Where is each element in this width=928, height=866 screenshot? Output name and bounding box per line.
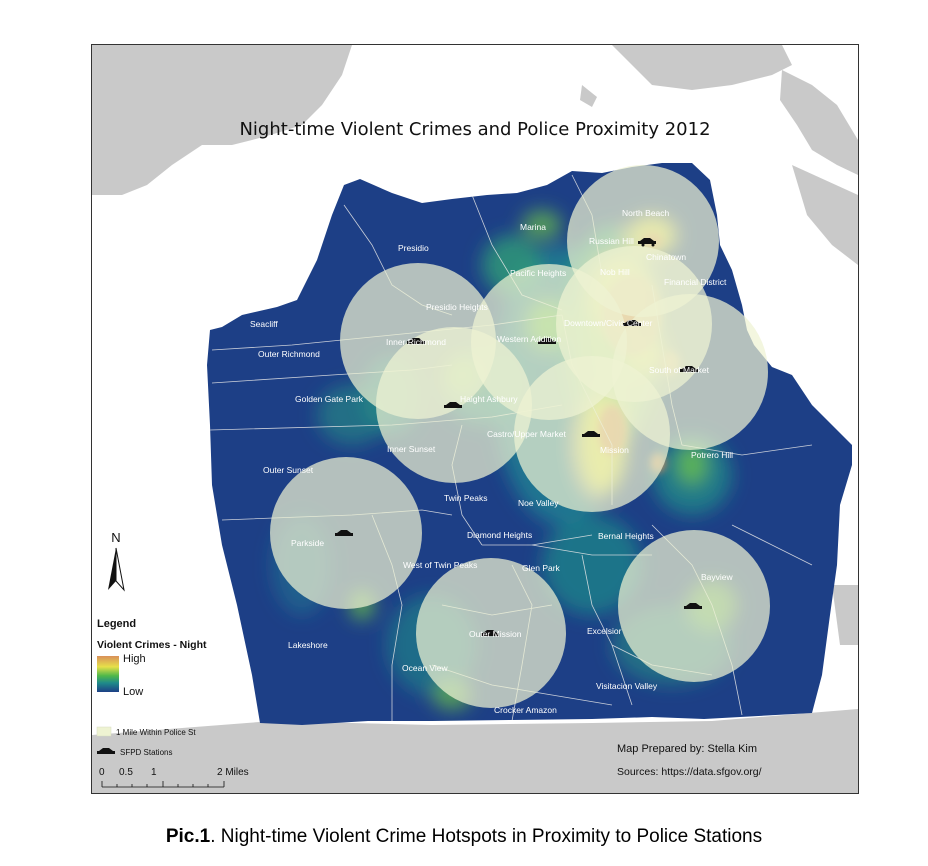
neighborhood-label: West of Twin Peaks [403, 560, 477, 570]
legend: Legend Violent Crimes - Night High Low 1… [96, 618, 249, 788]
neighborhood-label: Presidio [398, 243, 429, 253]
scale-label-0: 0 [99, 767, 105, 778]
map-sources: Sources: https://data.sfgov.org/ [617, 766, 762, 778]
neighborhood-label: Downtown/Civic Center [564, 318, 653, 328]
north-arrow-icon-outline [115, 547, 125, 592]
neighborhood-label: Bayview [701, 572, 734, 582]
scale-label-2: 2 Miles [217, 767, 249, 778]
neighborhood-label: Outer Mission [469, 629, 522, 639]
neighborhood-label: Golden Gate Park [295, 394, 364, 404]
police-car-icon [481, 630, 499, 636]
legend-color-ramp [97, 656, 119, 692]
neighborhood-label: Outer Sunset [263, 465, 314, 475]
scale-label-1: 1 [151, 767, 157, 778]
neighborhood-label: Excelsior [587, 626, 622, 636]
police-car-icon [335, 530, 353, 536]
neighborhood-label: Pacific Heights [510, 268, 566, 278]
scale-bar [101, 781, 225, 788]
neighborhood-label: Castro/Upper Market [487, 429, 567, 439]
background-land [92, 45, 858, 793]
neighborhood-label: Bernal Heights [598, 531, 654, 541]
legend-buffer-label: 1 Mile Within Police St [116, 728, 196, 737]
scale-label-05: 0.5 [119, 767, 133, 778]
police-car-icon [444, 402, 462, 408]
legend-title: Legend [97, 618, 136, 630]
police-car-icon [684, 603, 702, 609]
police-car-icon [407, 338, 425, 344]
neighborhood-label: Chinatown [646, 252, 686, 262]
north-arrow-icon [108, 548, 116, 590]
neighborhood-label: Seacliff [250, 319, 278, 329]
police-car-icon [97, 748, 115, 754]
north-arrow: N [108, 530, 125, 592]
neighborhood-label: Potrero Hill [691, 450, 733, 460]
map-frame: Night-time Violent Crimes and Police Pro… [91, 44, 859, 794]
map-credit: Map Prepared by: Stella Kim [617, 743, 757, 755]
legend-high-label: High [123, 653, 146, 665]
neighborhood-label: South of Market [649, 365, 710, 375]
neighborhood-label: Diamond Heights [467, 530, 532, 540]
neighborhood-label: North Beach [622, 208, 670, 218]
neighborhood-label: Mission [600, 445, 629, 455]
figure-caption: Pic.1. Night-time Violent Crime Hotspots… [0, 826, 928, 848]
neighborhood-label: Ocean View [402, 663, 449, 673]
neighborhood-label: Glen Park [522, 563, 561, 573]
neighborhood-label: Noe Valley [518, 498, 559, 508]
police-car-icon [623, 320, 641, 326]
legend-stations-label: SFPD Stations [120, 748, 172, 757]
police-car-icon [582, 431, 600, 437]
neighborhood-label: Presidio Heights [426, 302, 488, 312]
police-car-icon [538, 338, 556, 344]
neighborhood-label: Russian Hill [589, 236, 634, 246]
neighborhood-label: Marina [520, 222, 546, 232]
neighborhood-label: Inner Richmond [386, 337, 446, 347]
legend-low-label: Low [123, 686, 143, 698]
station-markers [335, 238, 702, 636]
neighborhood-label: Crocker Amazon [494, 705, 557, 715]
neighborhood-label: Visitacion Valley [596, 681, 658, 691]
neighborhood-label: Parkside [291, 538, 324, 548]
neighborhood-label: Western Addition [497, 334, 561, 344]
neighborhood-label: Lakeshore [288, 640, 328, 650]
neighborhood-label: Financial District [664, 277, 727, 287]
north-label: N [111, 530, 120, 545]
neighborhood-label: Haight Ashbury [460, 394, 518, 404]
map-canvas: Night-time Violent Crimes and Police Pro… [92, 45, 858, 793]
neighborhood-label: Outer Richmond [258, 349, 320, 359]
legend-buffer-swatch [96, 726, 112, 737]
caption-text: . Night-time Violent Crime Hotspots in P… [210, 826, 763, 847]
police-car-icon [680, 366, 698, 372]
legend-layer-title: Violent Crimes - Night [97, 639, 207, 651]
neighborhood-label: Nob Hill [600, 267, 630, 277]
police-car-icon [638, 238, 656, 247]
neighborhood-labels: North Beach Marina Russian Hill Chinatow… [250, 208, 734, 715]
neighborhood-label: Twin Peaks [444, 493, 487, 503]
neighborhood-label: Inner Sunset [387, 444, 436, 454]
map-title: Night-time Violent Crimes and Police Pro… [239, 119, 710, 140]
caption-label: Pic.1 [165, 826, 211, 847]
